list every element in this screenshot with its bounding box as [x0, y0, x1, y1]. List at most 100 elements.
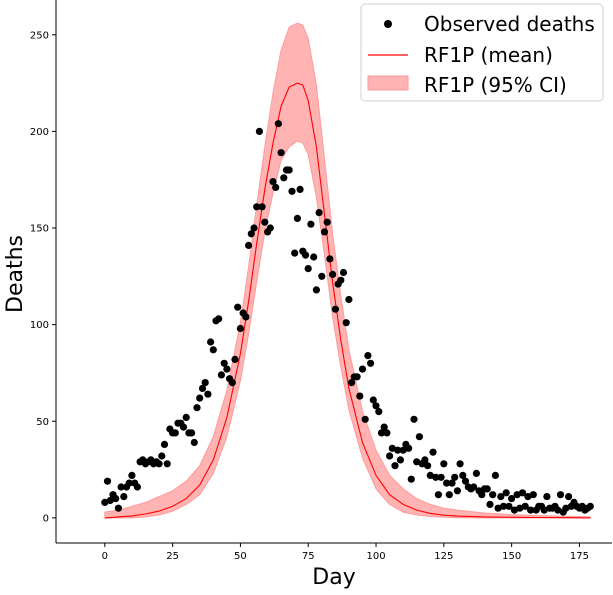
tick-marks: 0 25 50 75 100 125 150 175 0 50 100 150 200 250 — [30, 30, 589, 562]
axes — [55, 0, 612, 544]
observed-point — [380, 423, 388, 431]
observed-point — [383, 429, 391, 437]
observed-point — [494, 504, 502, 512]
observed-point — [261, 218, 269, 226]
y-tick-label: 200 — [30, 127, 49, 138]
observed-point — [231, 355, 239, 363]
observed-point — [527, 506, 535, 514]
observed-point — [434, 491, 442, 499]
observed-point — [171, 429, 179, 437]
observed-point — [386, 452, 394, 460]
observed-point — [293, 214, 301, 222]
observed-point — [513, 491, 521, 499]
observed-point — [266, 224, 274, 232]
observed-point — [399, 446, 407, 454]
y-tick-label: 100 — [30, 320, 49, 331]
observed-point — [491, 471, 499, 479]
observed-point — [407, 475, 415, 483]
observed-point — [391, 462, 399, 470]
observed-point — [489, 491, 497, 499]
observed-point — [236, 324, 244, 333]
legend: Observed deaths RF1P (mean) RF1P (95% CI… — [360, 3, 604, 102]
observed-point — [543, 493, 551, 501]
legend-observed-marker — [384, 20, 392, 28]
legend-ci-patch — [367, 75, 409, 91]
observed-point — [415, 433, 423, 441]
observed-point — [247, 230, 255, 238]
observed-point — [394, 446, 402, 454]
observed-point — [133, 483, 141, 491]
observed-point — [288, 187, 296, 195]
plot-area — [101, 22, 594, 519]
x-tick-label: 150 — [502, 551, 521, 562]
observed-point — [459, 471, 467, 479]
observed-point — [196, 394, 204, 402]
observed-point — [269, 178, 277, 186]
observed-point — [204, 390, 212, 398]
observed-point — [301, 251, 310, 259]
observed-point — [128, 471, 136, 479]
observed-point — [361, 415, 369, 423]
observed-point — [323, 218, 331, 226]
observed-point — [155, 460, 163, 468]
observed-point — [508, 495, 516, 503]
observed-point — [443, 479, 451, 487]
observed-point — [307, 220, 315, 228]
observed-point — [209, 346, 217, 354]
observed-point — [342, 319, 350, 327]
x-tick-label: 50 — [234, 551, 247, 562]
observed-point — [285, 166, 293, 174]
observed-point — [353, 373, 361, 381]
y-tick-label: 50 — [36, 417, 49, 428]
observed-point — [497, 493, 505, 501]
observed-point — [114, 504, 122, 512]
observed-point — [234, 303, 242, 311]
observed-point — [242, 313, 250, 321]
observed-point — [245, 241, 253, 249]
observed-point — [201, 379, 209, 387]
observed-point — [448, 479, 456, 487]
y-tick-label: 250 — [30, 30, 49, 41]
observed-point — [358, 365, 367, 373]
observed-point — [223, 365, 231, 373]
observed-point — [163, 460, 171, 468]
observed-point — [215, 315, 223, 323]
observed-point — [413, 458, 421, 466]
legend-mean-label: RF1P (mean) — [424, 43, 553, 67]
observed-point — [483, 485, 491, 493]
observed-point — [318, 272, 326, 280]
observed-point — [304, 265, 312, 273]
observed-point — [120, 493, 128, 501]
observed-point — [296, 185, 304, 193]
observed-point — [182, 413, 190, 421]
observed-point — [220, 359, 228, 367]
observed-point — [554, 506, 562, 514]
x-axis-label: Day — [312, 565, 355, 590]
observed-point — [117, 483, 125, 491]
observed-point — [255, 127, 263, 135]
observed-point — [470, 483, 478, 491]
observed-point — [529, 491, 537, 499]
observed-point — [103, 477, 112, 485]
x-tick-label: 100 — [366, 551, 385, 562]
observed-point — [586, 502, 594, 510]
y-axis-label: Deaths — [3, 235, 28, 313]
observed-point — [429, 448, 437, 456]
observed-point — [312, 286, 320, 294]
mean-line — [104, 82, 591, 519]
observed-point — [486, 500, 494, 508]
observed-point — [556, 491, 565, 499]
observed-point — [451, 473, 459, 481]
observed-point — [410, 415, 418, 423]
observed-point — [456, 460, 464, 468]
observed-point — [253, 203, 261, 211]
x-tick-label: 125 — [434, 551, 453, 562]
y-tick-label: 0 — [43, 513, 49, 524]
observed-point — [348, 379, 356, 387]
observed-point — [472, 469, 480, 477]
observed-point — [372, 402, 380, 410]
observed-point — [369, 396, 377, 404]
x-tick-label: 0 — [102, 551, 108, 562]
observed-point — [158, 452, 166, 460]
